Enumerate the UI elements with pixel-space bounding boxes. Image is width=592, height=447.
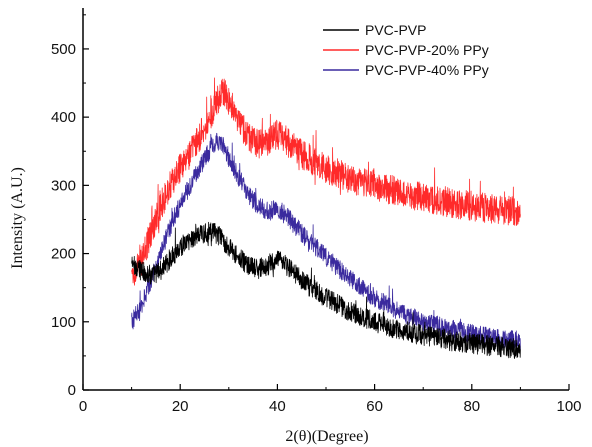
legend-label: PVC-PVP [365,22,426,38]
x-tick-label: 100 [556,398,581,415]
series-line [131,77,521,286]
y-axis-title: Intensity (A.U.) [9,167,26,269]
y-tick-label: 100 [51,314,76,331]
x-axis-title: 2(θ)(Degree) [285,428,368,445]
y-tick-label: 200 [51,246,76,263]
legend-label: PVC-PVP-40% PPy [365,62,489,78]
series-layer [131,77,521,359]
legend: PVC-PVP PVC-PVP-20% PPy PVC-PVP-40% PPy [323,22,489,78]
x-tick-label: 80 [463,398,480,415]
plot-area: 0 100 200 300 400 500 0 20 40 60 80 100 [51,8,582,415]
ticks-layer: 0 100 200 300 400 500 0 20 40 60 80 100 [51,14,582,415]
y-tick-label: 500 [51,41,76,58]
x-tick-label: 0 [79,398,87,415]
y-tick-label: 0 [68,382,76,399]
y-tick-label: 400 [51,109,76,126]
x-tick-label: 20 [172,398,189,415]
series-line [131,221,521,359]
legend-label: PVC-PVP-20% PPy [365,42,489,58]
x-tick-label: 40 [269,398,286,415]
series-line [131,132,521,350]
x-tick-label: 60 [366,398,383,415]
y-tick-label: 300 [51,177,76,194]
